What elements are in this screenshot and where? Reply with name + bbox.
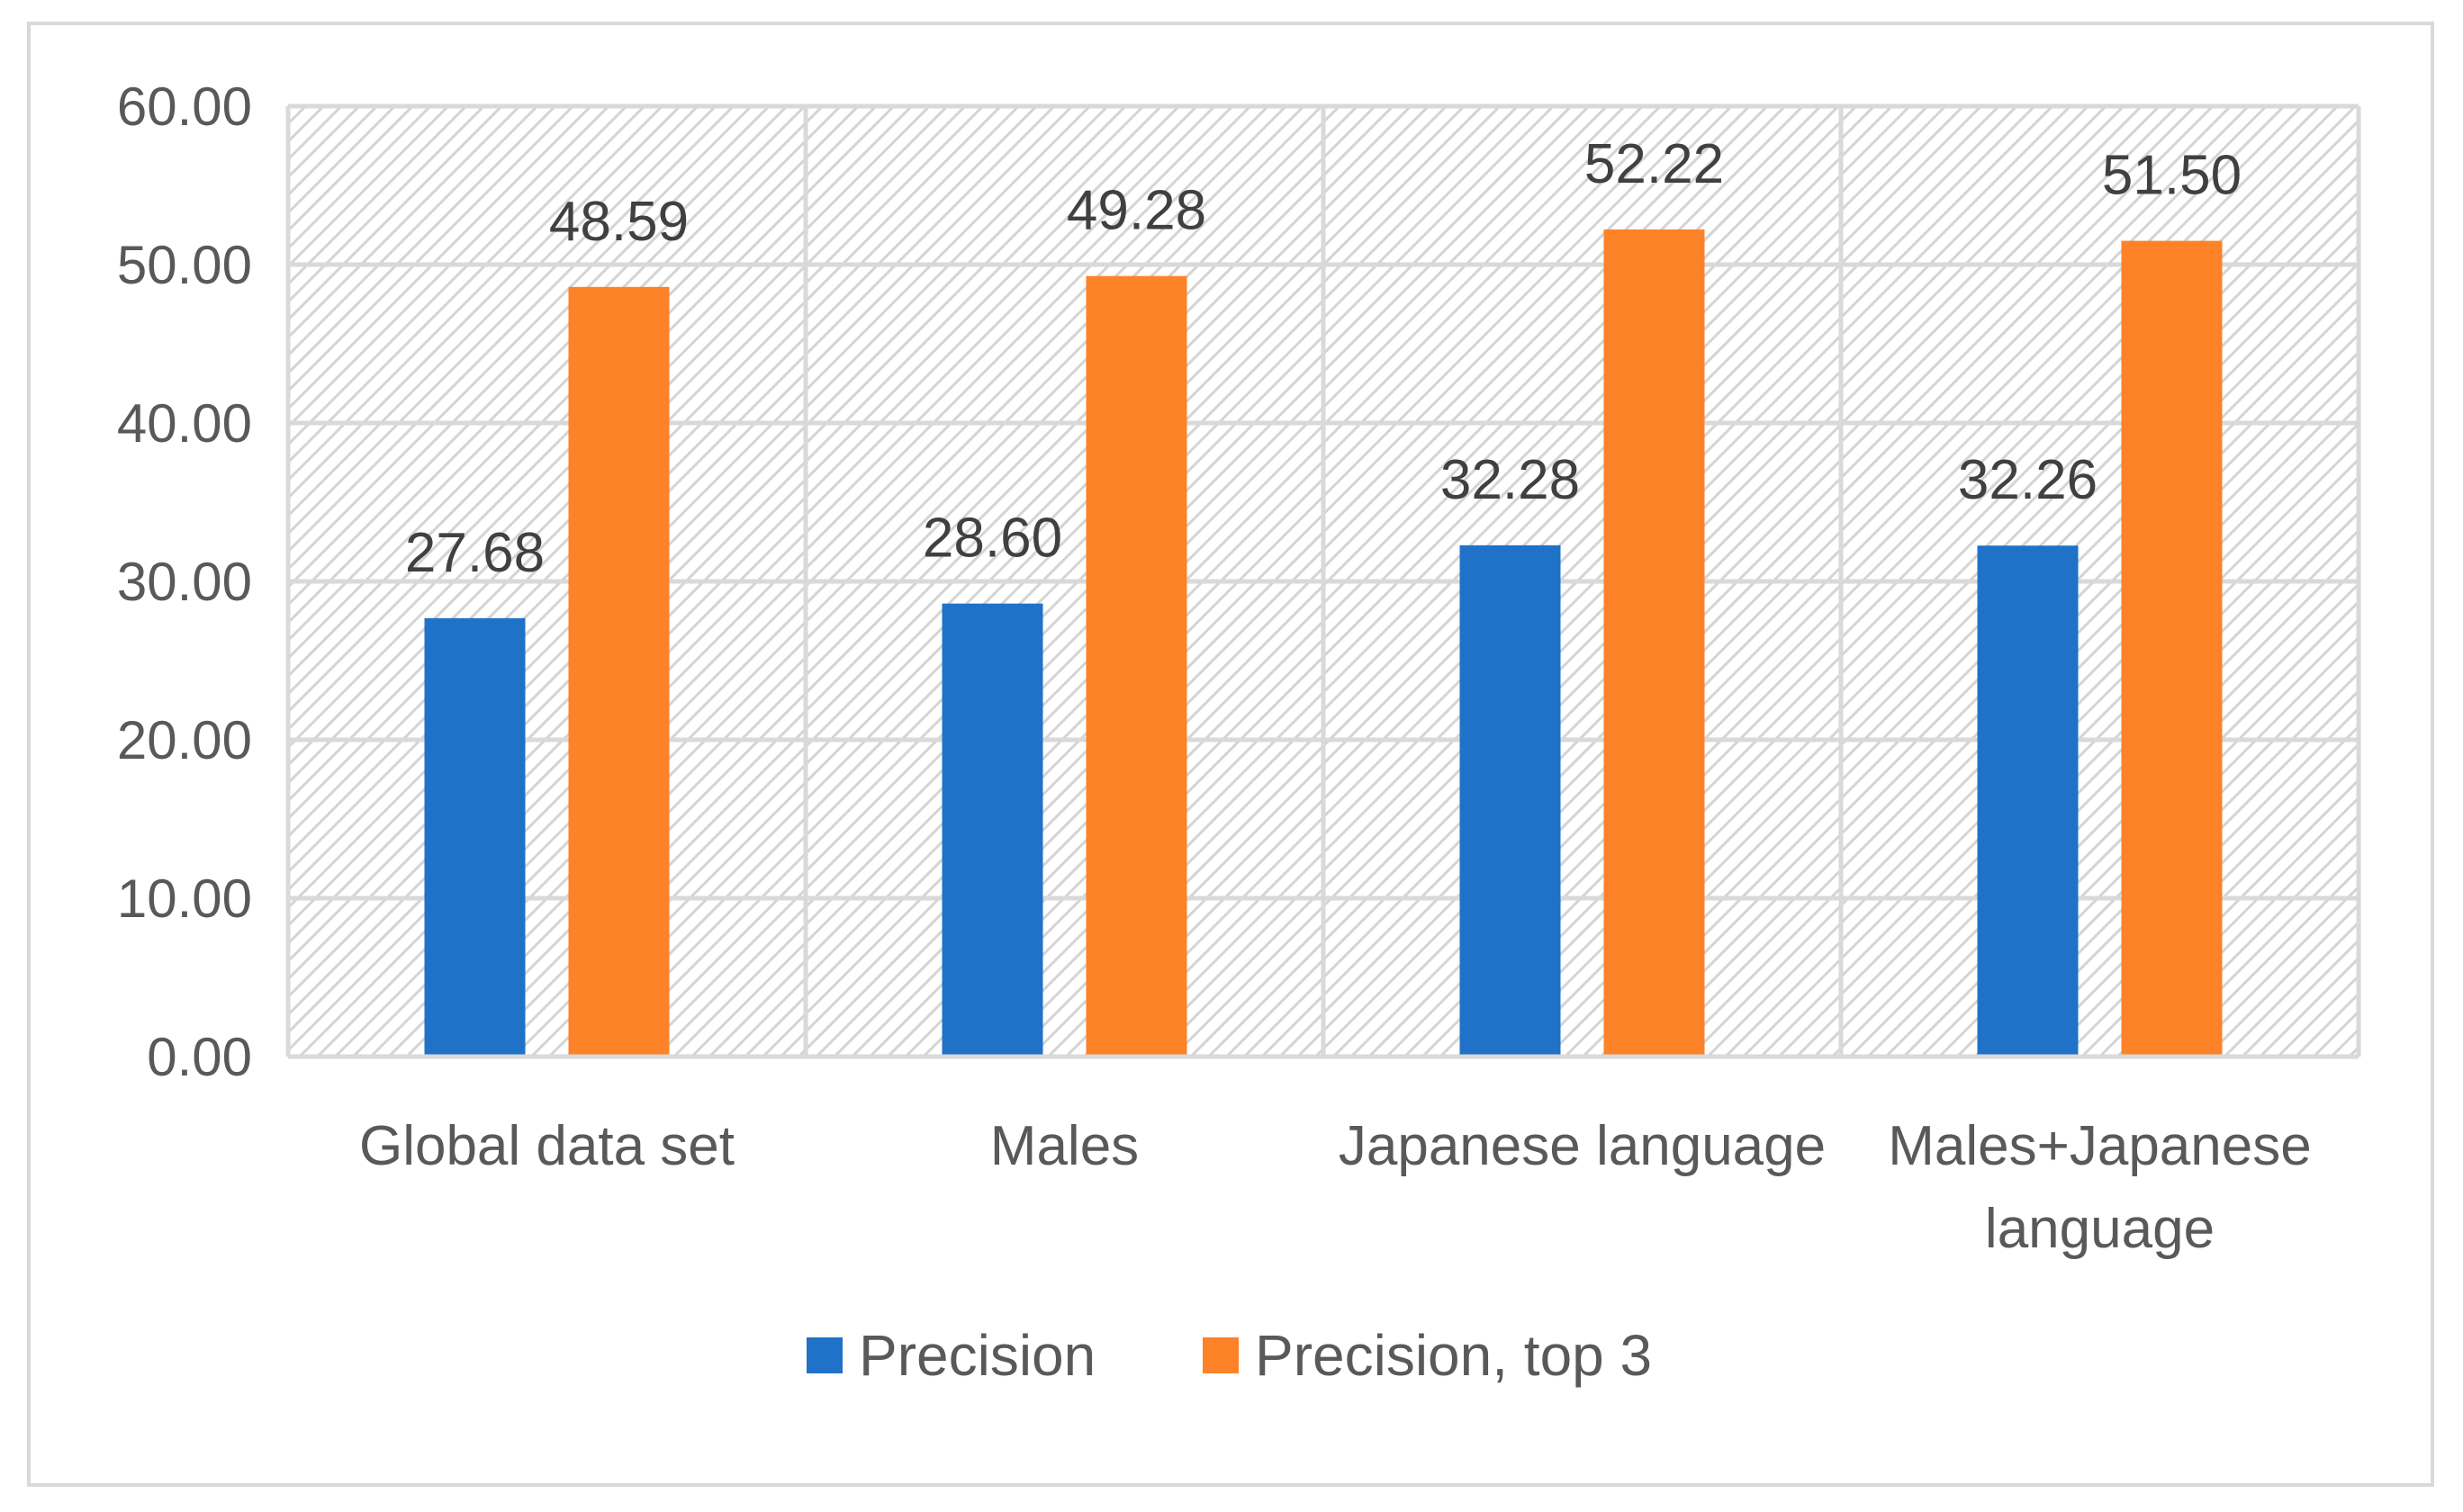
- y-tick-label: 20.00: [117, 710, 252, 770]
- data-label: 51.50: [2102, 145, 2242, 207]
- data-label: 48.59: [549, 191, 689, 253]
- bar: [942, 603, 1043, 1057]
- y-tick-label: 30.00: [117, 552, 252, 612]
- legend-swatch: [1203, 1337, 1239, 1373]
- x-category-label: Males: [990, 1115, 1139, 1177]
- data-label: 52.22: [1584, 133, 1724, 195]
- y-tick-label: 0.00: [147, 1027, 252, 1087]
- bar: [1459, 544, 1561, 1057]
- y-tick-label: 10.00: [117, 868, 252, 929]
- bar: [424, 617, 526, 1057]
- legend-swatch: [807, 1337, 843, 1373]
- data-label: 28.60: [923, 508, 1062, 570]
- bar: [568, 286, 670, 1057]
- bar: [1086, 275, 1187, 1057]
- legend-label: Precision: [859, 1323, 1096, 1388]
- data-label: 49.28: [1067, 180, 1206, 242]
- data-label: 32.26: [1958, 449, 2098, 511]
- data-label: 32.28: [1440, 449, 1580, 511]
- y-tick-label: 50.00: [117, 235, 252, 295]
- bar: [1603, 229, 1705, 1058]
- data-label: 27.68: [405, 522, 545, 584]
- legend-label: Precision, top 3: [1255, 1323, 1652, 1388]
- x-category-label: language: [1985, 1198, 2215, 1260]
- y-tick-label: 60.00: [117, 76, 252, 137]
- x-category-label: Japanese language: [1339, 1115, 1826, 1177]
- y-tick-label: 40.00: [117, 393, 252, 454]
- x-category-label: Males+Japanese: [1888, 1115, 2311, 1177]
- x-category-label: Global data set: [359, 1115, 735, 1177]
- bar: [2121, 240, 2223, 1058]
- bar: [1977, 545, 2079, 1057]
